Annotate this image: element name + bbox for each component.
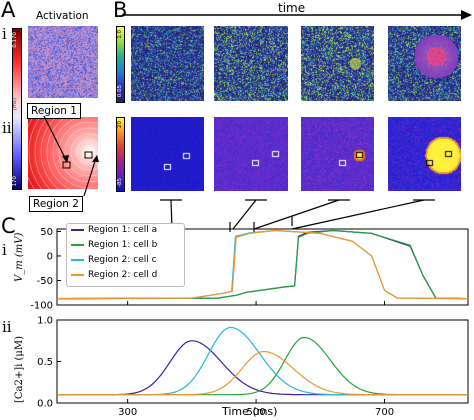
y-tick-label: 0.0	[37, 399, 53, 410]
y-tick-label: 1.0	[37, 316, 53, 327]
region-2-label: Region 2	[29, 196, 83, 212]
row-label-c-i: i	[2, 241, 7, 259]
row-label-c-ii: ii	[2, 318, 12, 336]
row-label-a-i: i	[2, 25, 7, 43]
y-tick-label: -50	[37, 276, 53, 287]
activation-noise-map	[28, 26, 98, 98]
time-label: time	[278, 1, 306, 15]
ca-series-c	[57, 326, 468, 396]
b-ii-colorbar	[116, 117, 125, 192]
x-tick-label: 300	[118, 407, 137, 418]
panel-label-c: C	[1, 214, 16, 238]
b-ii-frame-2	[214, 117, 288, 191]
b-i-frame-1	[131, 26, 204, 101]
b-ii-frame-1	[131, 117, 204, 191]
row-label-a-ii: ii	[2, 119, 12, 137]
legend: Region 1: cell a Region 1: cell b Region…	[66, 223, 185, 287]
time-xlabel: Time (ms)	[222, 405, 278, 418]
y-tick-label: 0	[47, 251, 53, 262]
ca-series-b	[57, 336, 468, 396]
region-1-label: Region 1	[27, 103, 81, 119]
legend-swatch-d	[71, 274, 84, 276]
vm-series-d	[56, 229, 469, 300]
b-i-colorbar	[116, 26, 125, 103]
ca-ylabel: [Ca2+]i (μM)	[14, 335, 25, 403]
legend-label-b: Region 1: cell b	[88, 240, 158, 250]
legend-label-a: Region 1: cell a	[88, 225, 158, 235]
legend-label-d: Region 2: cell d	[88, 270, 158, 280]
b-ii-frame-3	[301, 117, 374, 191]
ca-series-a	[57, 340, 468, 396]
legend-swatch-a	[71, 229, 84, 231]
vm-series-b	[56, 229, 469, 300]
activation-title: Activation	[36, 10, 89, 22]
plot-frame	[56, 319, 469, 404]
legend-label-c: Region 2: cell c	[88, 255, 157, 265]
panel-label-a: A	[1, 0, 16, 22]
b-i-frame-4	[388, 26, 461, 101]
region-2-box	[84, 151, 93, 159]
y-tick-label: 0.5	[37, 357, 53, 368]
b-ii-frame-4	[388, 117, 461, 191]
plot-frame	[56, 228, 469, 306]
vm-plot: 50 0 -50 -100	[30, 227, 469, 312]
time-arrow	[122, 10, 472, 20]
b-i-frame-2	[214, 26, 288, 101]
vm-ylabel: V_m (mV)	[14, 232, 25, 282]
x-tick-label: 500	[247, 407, 266, 418]
ca-plot: 1.0 0.5 0.0 300 500 700	[37, 316, 469, 418]
legend-swatch-c	[71, 259, 84, 261]
legend-swatch-b	[71, 244, 84, 246]
activation-colorbar	[12, 28, 22, 190]
y-tick-label: 50	[40, 227, 53, 238]
ca-series-d	[57, 351, 468, 396]
b-i-frame-3	[301, 26, 374, 101]
x-tick-label: 700	[375, 407, 394, 418]
y-tick-label: -100	[30, 301, 53, 312]
